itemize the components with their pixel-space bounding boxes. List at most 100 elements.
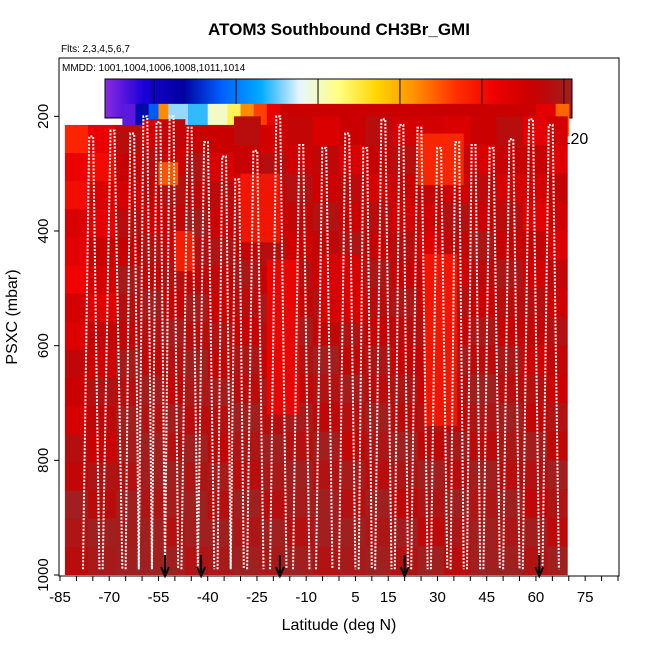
profile-cell — [365, 489, 393, 519]
flight-track — [101, 129, 124, 570]
x-tick-label: -55 — [148, 589, 170, 606]
flight-track — [81, 135, 101, 570]
profile-cell — [522, 374, 549, 404]
profile-cell — [142, 461, 164, 491]
profile-cell — [496, 259, 524, 289]
flight-track — [521, 118, 541, 570]
profile-cell — [547, 259, 568, 289]
flights-label: Flts: 2,3,4,5,6,7 — [61, 44, 130, 55]
profile-cell — [547, 231, 568, 261]
profile-cell — [87, 265, 117, 295]
profile-cell — [286, 116, 314, 146]
profile-cell — [496, 317, 524, 347]
x-tick-label: 15 — [380, 589, 397, 606]
profile-cell — [163, 404, 186, 434]
profile-cell — [339, 202, 366, 232]
profile-cell — [547, 202, 568, 232]
flight-track — [315, 146, 334, 570]
profile-cell — [496, 431, 524, 461]
profile-cell — [470, 116, 498, 146]
flight-track — [137, 115, 153, 570]
profile-cell — [64, 490, 89, 520]
profile-cell — [115, 237, 143, 267]
profile-cell — [115, 321, 143, 351]
profile-cell — [312, 116, 340, 146]
profile-cell — [233, 431, 261, 461]
x-tick-label: 75 — [577, 589, 594, 606]
profile-cell — [522, 145, 549, 175]
profile-cell — [547, 173, 568, 203]
profile-cell — [522, 173, 549, 203]
profile-cell — [470, 202, 498, 232]
profile-cell — [496, 202, 524, 232]
profile-cell — [184, 124, 209, 154]
profile-cell — [207, 434, 235, 464]
profile-cell — [64, 349, 89, 379]
profile-cell — [260, 434, 288, 464]
profile-cell — [286, 489, 314, 519]
profile-arrow — [160, 555, 170, 579]
profile-cell — [365, 546, 393, 575]
profile-cell — [163, 375, 186, 405]
profile-cell — [115, 209, 143, 239]
profile-cell — [547, 546, 568, 575]
profile-cell — [339, 489, 366, 519]
flight-track — [374, 118, 393, 570]
profile-cell — [286, 231, 314, 261]
heatmap-highlight — [240, 173, 280, 243]
profile-cell — [522, 489, 549, 519]
x-tick-label: -25 — [246, 589, 268, 606]
profile-cell — [391, 116, 419, 146]
profile-cell — [87, 490, 117, 520]
profile-cell — [142, 318, 164, 348]
profile-cell — [184, 546, 209, 575]
profile-cell — [391, 489, 419, 519]
profile-cell — [547, 374, 568, 404]
profile-cell — [547, 345, 568, 375]
profile-cell — [233, 317, 261, 347]
profile-cell — [365, 173, 393, 203]
x-tick-label: -70 — [98, 589, 120, 606]
x-tick-label: -10 — [295, 589, 317, 606]
x-axis: -85 -70 -55 -40 -25 -10 5 15 30 45 60 75 — [49, 576, 619, 606]
profile-cell — [496, 288, 524, 318]
profile-cell — [163, 461, 186, 491]
profile-cell — [87, 209, 117, 239]
x-tick-label: 5 — [351, 589, 359, 606]
profile-cell — [444, 202, 471, 232]
profile-cell — [365, 145, 393, 175]
profile-cell — [142, 233, 164, 263]
profile-cell — [233, 374, 261, 404]
profile-cell — [184, 434, 209, 464]
profile-cell — [496, 460, 524, 490]
profile-cell — [470, 173, 498, 203]
profile-cell — [417, 489, 445, 519]
profile-cell — [163, 432, 186, 462]
profile-cell — [142, 290, 164, 320]
profile-cell — [142, 347, 164, 377]
y-axis-label: PSXC (mbar) — [4, 269, 21, 364]
profile-cell — [64, 293, 89, 323]
flight-track — [229, 178, 245, 570]
profile-cell — [339, 116, 366, 146]
profile-cell — [233, 345, 261, 375]
profile-cell — [184, 181, 209, 210]
x-tick-label: 60 — [528, 589, 545, 606]
dates-label: MMDD: 1001,1004,1006,1008,1011,1014 — [62, 63, 246, 74]
profile-cell — [64, 518, 89, 548]
flight-track — [180, 126, 199, 570]
profile-cell — [496, 231, 524, 261]
profile-cell — [233, 403, 261, 433]
profile-cell — [184, 378, 209, 407]
profile-cell — [87, 378, 117, 407]
profile-cell — [444, 431, 471, 461]
profile-cell — [547, 116, 568, 146]
y-tick-label: 600 — [35, 333, 52, 358]
x-axis-label: Latitude (deg N) — [282, 617, 397, 634]
profile-cell — [365, 460, 393, 490]
profile-cell — [339, 403, 366, 433]
profile-cell — [233, 259, 261, 289]
profile-cell — [87, 518, 117, 548]
heatmap-highlight — [174, 231, 195, 272]
